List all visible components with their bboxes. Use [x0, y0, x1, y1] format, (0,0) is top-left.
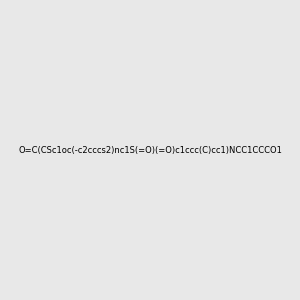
Text: O=C(CSc1oc(-c2cccs2)nc1S(=O)(=O)c1ccc(C)cc1)NCC1CCCO1: O=C(CSc1oc(-c2cccs2)nc1S(=O)(=O)c1ccc(C)…: [18, 146, 282, 154]
